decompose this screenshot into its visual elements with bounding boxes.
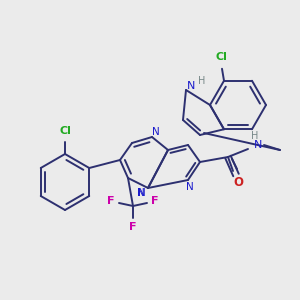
Text: Cl: Cl [59, 126, 71, 136]
Text: N: N [152, 127, 160, 137]
Text: N: N [187, 81, 195, 91]
Text: H: H [251, 131, 259, 141]
Text: N: N [186, 182, 194, 192]
Text: F: F [151, 196, 159, 206]
Text: N: N [137, 188, 145, 198]
Text: Cl: Cl [215, 52, 227, 62]
Text: H: H [198, 76, 206, 86]
Text: F: F [107, 196, 115, 206]
Text: N: N [254, 140, 262, 150]
Text: N: N [138, 188, 146, 198]
Text: F: F [129, 222, 137, 232]
Text: O: O [233, 176, 243, 188]
